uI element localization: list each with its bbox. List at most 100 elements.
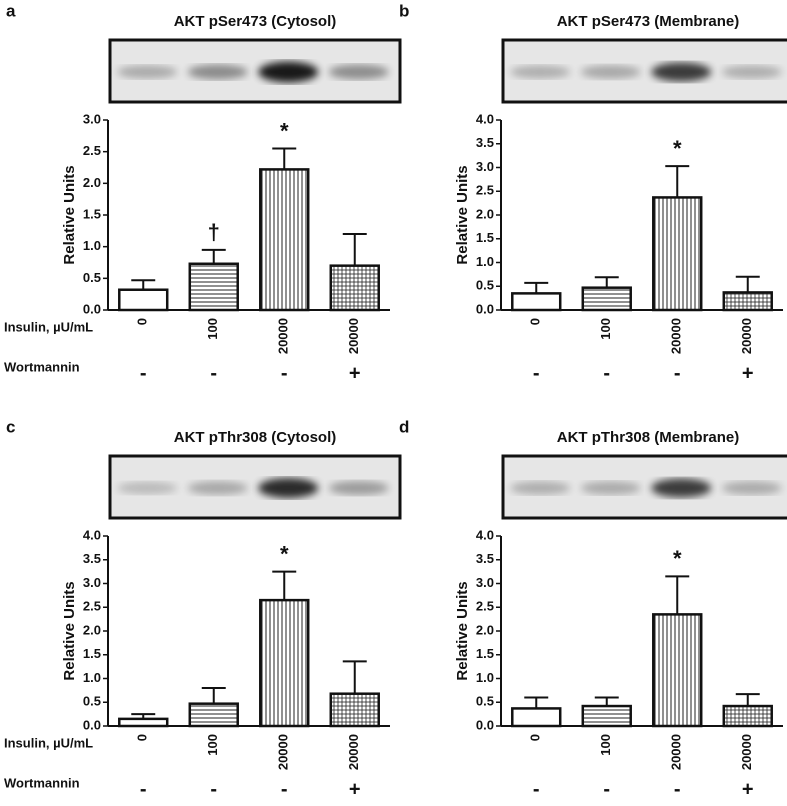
blot-band bbox=[328, 64, 389, 80]
significance-mark: * bbox=[673, 546, 682, 571]
wortmannin-sign: + bbox=[742, 778, 754, 800]
error-bar bbox=[594, 696, 619, 707]
blot-band bbox=[328, 480, 389, 496]
error-bar bbox=[665, 165, 690, 198]
x-tick-label: 20000 bbox=[739, 318, 754, 354]
bar bbox=[188, 702, 239, 728]
bar bbox=[118, 717, 169, 728]
blot-band bbox=[580, 65, 641, 79]
blot-band bbox=[651, 62, 712, 82]
chart-title: AKT pSer473 (Cytosol) bbox=[174, 13, 337, 30]
row-label: Wortmannin bbox=[4, 775, 80, 790]
y-tick-label: 4.0 bbox=[476, 527, 494, 542]
panel-label: b bbox=[399, 1, 409, 20]
row-label: Wortmannin bbox=[4, 359, 80, 374]
x-axis-label: Insulin, µU/mL bbox=[4, 735, 93, 750]
wortmannin-sign: - bbox=[140, 362, 147, 384]
wortmannin-sign: + bbox=[349, 778, 361, 800]
blot-band bbox=[117, 65, 178, 79]
y-tick-label: 2.0 bbox=[83, 175, 101, 190]
y-tick-label: 3.0 bbox=[476, 575, 494, 590]
wortmannin-sign: - bbox=[533, 778, 540, 800]
chart-title: AKT pSer473 (Membrane) bbox=[557, 13, 740, 30]
y-axis-label: Relative Units bbox=[454, 165, 471, 264]
bar bbox=[118, 288, 169, 312]
bar bbox=[259, 168, 310, 312]
x-axis-label: Insulin, µU/mL bbox=[4, 319, 93, 334]
y-tick-label: 0.0 bbox=[476, 717, 494, 732]
bar bbox=[581, 704, 632, 728]
y-tick-label: 2.0 bbox=[83, 622, 101, 637]
y-tick-label: 4.0 bbox=[83, 527, 101, 542]
y-tick-label: 0.5 bbox=[476, 278, 494, 293]
y-tick-label: 3.5 bbox=[83, 551, 101, 566]
wortmannin-sign: - bbox=[281, 778, 288, 800]
chart-title: AKT pThr308 (Cytosol) bbox=[174, 429, 337, 446]
bar bbox=[652, 196, 703, 312]
bar bbox=[259, 598, 310, 728]
y-axis-label: Relative Units bbox=[61, 165, 78, 264]
blot-band bbox=[651, 478, 712, 498]
wortmannin-sign: - bbox=[533, 362, 540, 384]
bar bbox=[511, 292, 562, 312]
y-tick-label: 2.5 bbox=[83, 599, 101, 614]
blot-band bbox=[580, 481, 641, 495]
y-tick-label: 2.5 bbox=[476, 599, 494, 614]
blot-band bbox=[117, 481, 178, 495]
wortmannin-sign: - bbox=[603, 778, 610, 800]
y-tick-label: 0.5 bbox=[476, 694, 494, 709]
y-tick-label: 1.0 bbox=[476, 254, 494, 269]
significance-mark: * bbox=[673, 136, 682, 161]
wortmannin-sign: - bbox=[674, 778, 681, 800]
y-tick-label: 1.0 bbox=[83, 670, 101, 685]
x-tick-label: 20000 bbox=[276, 318, 291, 354]
y-tick-label: 2.5 bbox=[476, 183, 494, 198]
significance-mark: * bbox=[280, 118, 289, 143]
blot-band bbox=[258, 478, 319, 498]
wortmannin-sign: - bbox=[210, 362, 217, 384]
wortmannin-sign: - bbox=[674, 362, 681, 384]
bar bbox=[581, 286, 632, 312]
blot-band bbox=[721, 481, 782, 495]
significance-mark: * bbox=[280, 541, 289, 566]
x-tick-label: 20000 bbox=[669, 318, 684, 354]
y-tick-label: 1.0 bbox=[83, 238, 101, 253]
error-bar bbox=[342, 660, 367, 694]
wortmannin-sign: - bbox=[210, 778, 217, 800]
error-bar bbox=[594, 276, 619, 288]
y-tick-label: 0.0 bbox=[476, 301, 494, 316]
y-tick-label: 1.0 bbox=[476, 670, 494, 685]
y-tick-label: 1.5 bbox=[83, 646, 101, 661]
y-tick-label: 4.0 bbox=[476, 111, 494, 126]
error-bar bbox=[201, 248, 226, 264]
bar bbox=[652, 613, 703, 728]
y-tick-label: 3.0 bbox=[83, 111, 101, 126]
wortmannin-sign: - bbox=[603, 362, 610, 384]
x-tick-label: 20000 bbox=[346, 318, 361, 354]
x-tick-label: 0 bbox=[135, 734, 150, 741]
bar bbox=[329, 264, 380, 312]
x-tick-label: 100 bbox=[598, 734, 613, 756]
y-axis-label: Relative Units bbox=[61, 581, 78, 680]
y-axis-label: Relative Units bbox=[454, 581, 471, 680]
y-tick-label: 2.0 bbox=[476, 206, 494, 221]
error-bar bbox=[201, 687, 226, 704]
x-tick-label: 0 bbox=[528, 734, 543, 741]
bar bbox=[188, 262, 239, 312]
y-tick-label: 3.5 bbox=[476, 551, 494, 566]
blot-band bbox=[187, 64, 248, 80]
chart-title: AKT pThr308 (Membrane) bbox=[557, 429, 740, 446]
y-tick-label: 0.0 bbox=[83, 301, 101, 316]
blot-band bbox=[187, 481, 248, 495]
bar bbox=[329, 692, 380, 728]
panel-label: a bbox=[6, 1, 16, 20]
blot-band bbox=[510, 65, 571, 79]
y-tick-label: 3.0 bbox=[476, 159, 494, 174]
y-tick-label: 1.5 bbox=[476, 230, 494, 245]
x-tick-label: 20000 bbox=[276, 734, 291, 770]
y-tick-label: 0.5 bbox=[83, 270, 101, 285]
x-tick-label: 0 bbox=[528, 318, 543, 325]
error-bar bbox=[131, 279, 156, 290]
x-tick-label: 100 bbox=[598, 318, 613, 340]
